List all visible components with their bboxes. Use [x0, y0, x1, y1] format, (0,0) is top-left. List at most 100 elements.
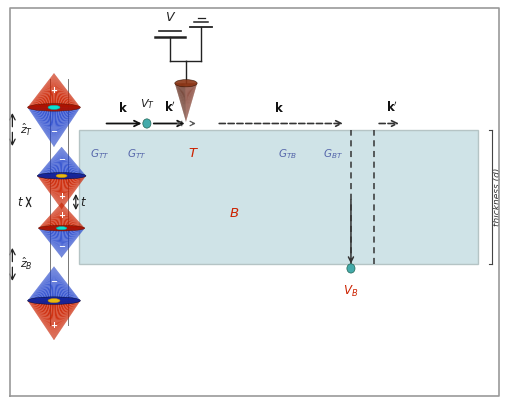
- Polygon shape: [62, 203, 73, 228]
- Polygon shape: [186, 83, 194, 122]
- Polygon shape: [30, 107, 54, 147]
- Polygon shape: [49, 73, 54, 107]
- Text: $t$: $t$: [80, 196, 87, 208]
- Text: +: +: [50, 86, 58, 95]
- Polygon shape: [29, 107, 54, 147]
- Polygon shape: [59, 176, 62, 209]
- Polygon shape: [184, 83, 186, 122]
- Polygon shape: [40, 203, 62, 228]
- Polygon shape: [62, 147, 67, 176]
- Polygon shape: [54, 107, 74, 147]
- Polygon shape: [62, 147, 84, 176]
- Polygon shape: [186, 83, 195, 122]
- Polygon shape: [48, 147, 62, 176]
- Polygon shape: [41, 266, 54, 301]
- Polygon shape: [50, 228, 62, 257]
- Polygon shape: [62, 228, 70, 257]
- Polygon shape: [27, 266, 54, 301]
- Polygon shape: [54, 266, 72, 301]
- Ellipse shape: [175, 80, 197, 87]
- Polygon shape: [62, 147, 83, 176]
- Polygon shape: [39, 203, 62, 228]
- Polygon shape: [45, 73, 54, 107]
- Polygon shape: [62, 147, 86, 176]
- Polygon shape: [61, 203, 63, 228]
- Polygon shape: [45, 176, 62, 209]
- Polygon shape: [54, 107, 72, 147]
- Polygon shape: [54, 266, 65, 301]
- Polygon shape: [62, 203, 84, 228]
- Polygon shape: [46, 228, 62, 257]
- Text: $\mathbf{k'}$: $\mathbf{k'}$: [164, 100, 176, 115]
- Polygon shape: [29, 301, 54, 340]
- Polygon shape: [62, 176, 86, 209]
- Polygon shape: [34, 73, 54, 107]
- Polygon shape: [30, 301, 54, 340]
- Polygon shape: [176, 83, 186, 122]
- Text: −: −: [50, 277, 58, 286]
- Polygon shape: [40, 228, 62, 257]
- Polygon shape: [51, 176, 62, 209]
- Polygon shape: [41, 147, 62, 176]
- Polygon shape: [54, 73, 80, 107]
- Polygon shape: [54, 107, 62, 147]
- Polygon shape: [62, 147, 78, 176]
- Polygon shape: [62, 228, 65, 257]
- Polygon shape: [49, 176, 62, 209]
- Polygon shape: [43, 301, 54, 340]
- Polygon shape: [33, 266, 54, 301]
- Polygon shape: [29, 266, 54, 301]
- Polygon shape: [54, 266, 67, 301]
- Polygon shape: [62, 176, 70, 209]
- Polygon shape: [39, 203, 62, 228]
- Polygon shape: [54, 301, 75, 340]
- Polygon shape: [30, 266, 54, 301]
- Polygon shape: [28, 266, 54, 301]
- Polygon shape: [54, 73, 69, 107]
- Polygon shape: [41, 301, 54, 340]
- Polygon shape: [62, 228, 66, 257]
- Ellipse shape: [48, 299, 60, 303]
- Polygon shape: [62, 203, 84, 228]
- Polygon shape: [62, 176, 86, 209]
- Polygon shape: [54, 107, 69, 147]
- Polygon shape: [62, 147, 84, 176]
- Polygon shape: [29, 73, 54, 107]
- Polygon shape: [54, 107, 76, 147]
- Polygon shape: [45, 266, 54, 301]
- Polygon shape: [47, 301, 54, 340]
- Polygon shape: [186, 83, 196, 122]
- Polygon shape: [62, 203, 70, 228]
- Polygon shape: [54, 301, 74, 340]
- Polygon shape: [62, 147, 80, 176]
- Polygon shape: [46, 203, 62, 228]
- Text: +: +: [58, 192, 65, 201]
- Polygon shape: [37, 301, 54, 340]
- Ellipse shape: [56, 227, 67, 230]
- Polygon shape: [54, 301, 80, 340]
- Polygon shape: [28, 73, 54, 107]
- Polygon shape: [62, 147, 77, 176]
- Polygon shape: [54, 301, 77, 340]
- Text: t: t: [17, 196, 22, 208]
- Polygon shape: [32, 266, 54, 301]
- Polygon shape: [54, 266, 80, 301]
- Polygon shape: [54, 73, 80, 107]
- Polygon shape: [62, 203, 84, 228]
- Polygon shape: [54, 301, 69, 340]
- Polygon shape: [186, 83, 197, 122]
- Polygon shape: [54, 107, 57, 147]
- Text: V: V: [165, 11, 174, 24]
- Polygon shape: [54, 107, 80, 147]
- Polygon shape: [62, 147, 74, 176]
- Polygon shape: [62, 228, 73, 257]
- Polygon shape: [42, 176, 62, 209]
- Polygon shape: [54, 301, 79, 340]
- Polygon shape: [53, 176, 62, 209]
- FancyBboxPatch shape: [79, 130, 478, 264]
- Polygon shape: [54, 73, 76, 107]
- Polygon shape: [34, 301, 54, 340]
- Polygon shape: [47, 228, 62, 257]
- Polygon shape: [186, 83, 188, 122]
- Polygon shape: [51, 73, 54, 107]
